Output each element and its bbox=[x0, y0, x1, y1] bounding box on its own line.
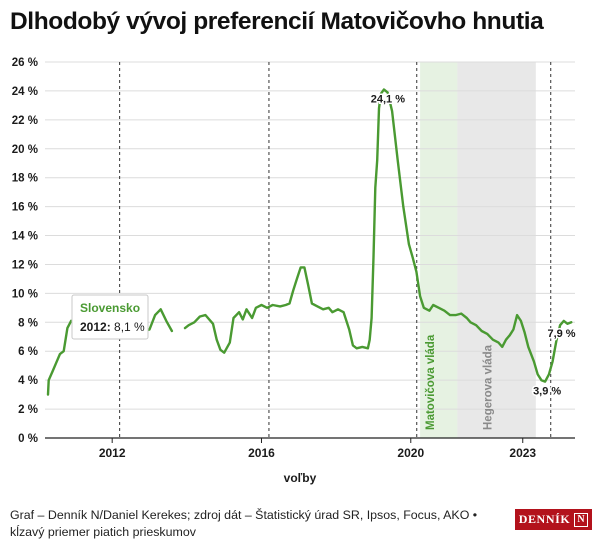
shaded-period-1 bbox=[457, 62, 536, 438]
period-labels: Matovičova vláda Hegerova vláda bbox=[425, 334, 494, 430]
y-tick-label: 4 % bbox=[18, 375, 38, 387]
tooltip-value: 2012: 8,1 % bbox=[80, 320, 145, 334]
chart-title: Dlhodobý vývoj preferencií Matovičovho h… bbox=[10, 8, 544, 35]
logo-mark: N bbox=[574, 512, 589, 527]
tooltip-title: Slovensko bbox=[80, 301, 140, 315]
x-tick-label: 2012 bbox=[99, 446, 126, 460]
data-label: 24,1 % bbox=[371, 93, 405, 105]
x-axis-ticks: 2012 2016 2020 2023 bbox=[99, 438, 536, 460]
period-label: Hegerova vláda bbox=[482, 344, 494, 430]
y-axis-ticks: 0 % 2 % 4 % 6 % 8 % 10 % 12 % 14 % 16 % 18 % 20 % 2… bbox=[12, 57, 38, 445]
period-label: Matovičova vláda bbox=[425, 334, 437, 430]
y-tick-label: 10 % bbox=[12, 288, 38, 300]
y-tick-label: 18 % bbox=[12, 173, 38, 185]
election-lines bbox=[119, 62, 552, 438]
series-line-segment bbox=[183, 88, 573, 383]
y-tick-label: 6 % bbox=[18, 346, 38, 358]
logo-text: DENNÍK bbox=[518, 512, 571, 526]
y-tick-label: 24 % bbox=[12, 86, 38, 98]
data-label: 3,9 % bbox=[533, 386, 561, 398]
y-tick-label: 12 % bbox=[12, 259, 38, 271]
tooltip: Slovensko 2012: 8,1 % bbox=[71, 294, 149, 340]
y-tick-label: 20 % bbox=[12, 144, 38, 156]
shaded-periods bbox=[420, 62, 536, 438]
y-tick-label: 2 % bbox=[18, 404, 38, 416]
tooltip-box bbox=[71, 294, 149, 340]
data-label: 7,9 % bbox=[547, 328, 575, 340]
y-tick-label: 22 % bbox=[12, 115, 38, 127]
y-tick-label: 26 % bbox=[12, 57, 38, 69]
y-tick-label: 14 % bbox=[12, 231, 38, 243]
line-chart: 0 % 2 % 4 % 6 % 8 % 10 % 12 % 14 % 16 % 18 % 20 % 2… bbox=[12, 57, 578, 485]
annotations: 24,1 % 3,9 % 7,9 % bbox=[369, 92, 577, 399]
dennik-n-logo[interactable]: DENNÍK N bbox=[515, 509, 592, 530]
y-tick-label: 16 % bbox=[12, 202, 38, 214]
x-tick-label: 2016 bbox=[248, 446, 275, 460]
source-note: Graf – Denník N/Daniel Kerekes; zdroj dá… bbox=[10, 508, 478, 539]
shaded-period-0 bbox=[420, 62, 458, 438]
y-tick-label: 8 % bbox=[18, 317, 38, 329]
x-tick-label: 2020 bbox=[397, 446, 424, 460]
y-tick-label: 0 % bbox=[18, 433, 38, 445]
x-axis-label: voľby bbox=[284, 471, 317, 485]
x-tick-label: 2023 bbox=[509, 446, 536, 460]
